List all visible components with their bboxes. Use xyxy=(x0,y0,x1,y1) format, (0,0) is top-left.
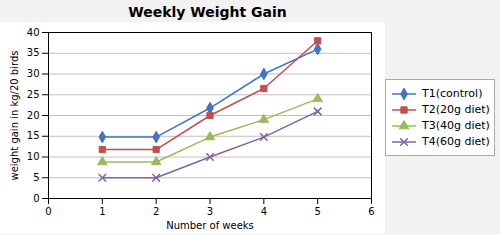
html-text:T3(40g diet): T3(40g diet) xyxy=(422,119,490,132)
svg-text:5: 5 xyxy=(314,205,320,216)
svg-text:20: 20 xyxy=(27,109,40,120)
html-text:T4(60g diet): T4(60g diet) xyxy=(422,135,490,148)
svg-text:4: 4 xyxy=(261,205,267,216)
svg-text:25: 25 xyxy=(27,88,40,99)
svg-text:2: 2 xyxy=(153,205,159,216)
html-text:T1(control): T1(control) xyxy=(422,87,483,100)
svg-text:15: 15 xyxy=(27,130,40,141)
svg-text:6: 6 xyxy=(368,205,374,216)
svg-text:10: 10 xyxy=(27,151,40,162)
svg-text:30: 30 xyxy=(27,68,40,79)
svg-text:weight gain in kg/20 birds: weight gain in kg/20 birds xyxy=(9,50,20,180)
svg-text:3: 3 xyxy=(207,205,213,216)
svg-text:5: 5 xyxy=(33,171,39,182)
html-text:Weekly Weight Gain: Weekly Weight Gain xyxy=(128,3,287,20)
html-text:T2(20g diet): T2(20g diet) xyxy=(422,103,490,116)
svg-text:35: 35 xyxy=(27,47,40,58)
svg-text:1: 1 xyxy=(99,205,105,216)
svg-text:0: 0 xyxy=(33,192,39,203)
svg-text:Number of weeks: Number of weeks xyxy=(166,219,254,230)
svg-text:40: 40 xyxy=(27,26,40,37)
svg-text:0: 0 xyxy=(45,205,51,216)
